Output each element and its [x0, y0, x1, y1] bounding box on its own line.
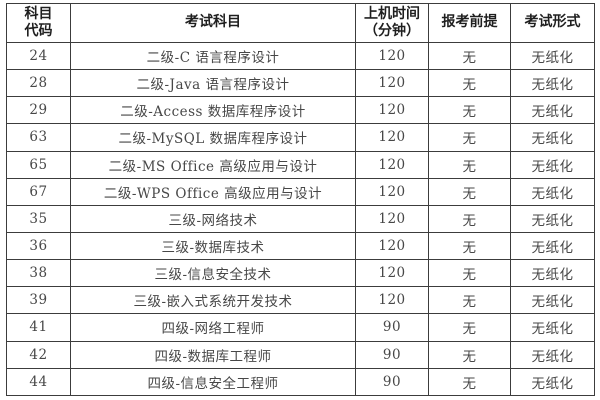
subject-code-cell: 41: [6, 313, 71, 342]
prerequisite-cell: 无: [428, 69, 511, 98]
table-row: 38 三级-信息安全技术 120 无 无纸化: [6, 259, 595, 288]
table-row: 41 四级-网络工程师 90 无 无纸化: [6, 313, 595, 342]
prerequisite-cell: 无: [428, 286, 511, 315]
table-row: 44 四级-信息安全工程师 90 无 无纸化: [6, 367, 595, 397]
exam-minutes-cell: 90: [355, 313, 429, 342]
exam-minutes-cell: 120: [355, 259, 429, 288]
prerequisite-cell: 无: [428, 41, 511, 71]
table-body: 24 二级-C 语言程序设计 120 无 无纸化 28 二级-Java 语言程序…: [6, 41, 595, 397]
exam-format-cell: 无纸化: [510, 286, 595, 315]
table-row: 28 二级-Java 语言程序设计 120 无 无纸化: [6, 69, 595, 98]
exam-subject-cell: 二级-Java 语言程序设计: [70, 69, 356, 98]
subject-code-cell: 65: [6, 150, 71, 179]
col-header-prerequisite: 报考前提: [428, 3, 511, 43]
subject-code-cell: 28: [6, 69, 71, 98]
table-row: 35 三级-网络技术 120 无 无纸化: [6, 204, 595, 233]
subject-code-cell: 24: [6, 41, 71, 71]
exam-minutes-cell: 90: [355, 340, 429, 369]
exam-minutes-cell: 120: [355, 123, 429, 152]
exam-minutes-cell: 120: [355, 150, 429, 179]
exam-format-cell: 无纸化: [510, 150, 595, 179]
subject-code-cell: 67: [6, 177, 71, 206]
exam-format-cell: 无纸化: [510, 41, 595, 71]
table-header: 科目 代码 考试科目 上机时间 （分钟） 报考前提 考试形式: [6, 3, 595, 43]
subject-code-cell: 29: [6, 96, 71, 125]
exam-subject-cell: 二级-C 语言程序设计: [70, 41, 356, 71]
exam-minutes-cell: 120: [355, 204, 429, 233]
exam-minutes-cell: 120: [355, 41, 429, 71]
subject-code-cell: 44: [6, 367, 71, 397]
exam-format-cell: 无纸化: [510, 367, 595, 397]
exam-subject-cell: 二级-MS Office 高级应用与设计: [70, 150, 356, 179]
exam-minutes-cell: 120: [355, 286, 429, 315]
exam-format-cell: 无纸化: [510, 177, 595, 206]
prerequisite-cell: 无: [428, 123, 511, 152]
exam-subject-cell: 四级-信息安全工程师: [70, 367, 356, 397]
col-header-exam-subject: 考试科目: [70, 3, 356, 43]
prerequisite-cell: 无: [428, 259, 511, 288]
prerequisite-cell: 无: [428, 150, 511, 179]
prerequisite-cell: 无: [428, 340, 511, 369]
exam-minutes-cell: 120: [355, 177, 429, 206]
prerequisite-cell: 无: [428, 204, 511, 233]
subject-code-cell: 63: [6, 123, 71, 152]
exam-format-cell: 无纸化: [510, 340, 595, 369]
exam-subject-cell: 三级-网络技术: [70, 204, 356, 233]
table-row: 24 二级-C 语言程序设计 120 无 无纸化: [6, 41, 595, 71]
table-row: 67 二级-WPS Office 高级应用与设计 120 无 无纸化: [6, 177, 595, 206]
subject-code-cell: 38: [6, 259, 71, 288]
exam-format-cell: 无纸化: [510, 231, 595, 261]
prerequisite-cell: 无: [428, 231, 511, 261]
exam-format-cell: 无纸化: [510, 259, 595, 288]
subject-code-cell: 42: [6, 340, 71, 369]
exam-format-cell: 无纸化: [510, 123, 595, 152]
subject-code-cell: 36: [6, 231, 71, 261]
col-header-subject-code: 科目 代码: [6, 3, 71, 43]
exam-subject-cell: 四级-网络工程师: [70, 313, 356, 342]
exam-minutes-cell: 120: [355, 69, 429, 98]
exam-format-cell: 无纸化: [510, 313, 595, 342]
exam-subject-cell: 三级-信息安全技术: [70, 259, 356, 288]
exam-subject-cell: 三级-数据库技术: [70, 231, 356, 261]
exam-minutes-cell: 120: [355, 231, 429, 261]
exam-minutes-cell: 90: [355, 367, 429, 397]
table-row: 29 二级-Access 数据库程序设计 120 无 无纸化: [6, 96, 595, 125]
exam-minutes-cell: 120: [355, 96, 429, 125]
exam-subject-cell: 二级-WPS Office 高级应用与设计: [70, 177, 356, 206]
exam-subject-cell: 二级-MySQL 数据库程序设计: [70, 123, 356, 152]
exam-format-cell: 无纸化: [510, 69, 595, 98]
table-row: 36 三级-数据库技术 120 无 无纸化: [6, 231, 595, 261]
col-header-exam-format: 考试形式: [510, 3, 595, 43]
exam-format-cell: 无纸化: [510, 96, 595, 125]
table-row: 63 二级-MySQL 数据库程序设计 120 无 无纸化: [6, 123, 595, 152]
subject-code-cell: 39: [6, 286, 71, 315]
prerequisite-cell: 无: [428, 96, 511, 125]
header-row: 科目 代码 考试科目 上机时间 （分钟） 报考前提 考试形式: [6, 3, 595, 43]
exam-format-cell: 无纸化: [510, 204, 595, 233]
prerequisite-cell: 无: [428, 367, 511, 397]
table-row: 42 四级-数据库工程师 90 无 无纸化: [6, 340, 595, 369]
exam-subjects-table: 科目 代码 考试科目 上机时间 （分钟） 报考前提 考试形式 24 二级-C 语…: [6, 3, 595, 397]
col-header-exam-minutes: 上机时间 （分钟）: [355, 3, 429, 43]
table-row: 65 二级-MS Office 高级应用与设计 120 无 无纸化: [6, 150, 595, 179]
table-row: 39 三级-嵌入式系统开发技术 120 无 无纸化: [6, 286, 595, 315]
exam-subject-cell: 三级-嵌入式系统开发技术: [70, 286, 356, 315]
exam-subject-cell: 四级-数据库工程师: [70, 340, 356, 369]
prerequisite-cell: 无: [428, 313, 511, 342]
subject-code-cell: 35: [6, 204, 71, 233]
exam-subject-cell: 二级-Access 数据库程序设计: [70, 96, 356, 125]
prerequisite-cell: 无: [428, 177, 511, 206]
